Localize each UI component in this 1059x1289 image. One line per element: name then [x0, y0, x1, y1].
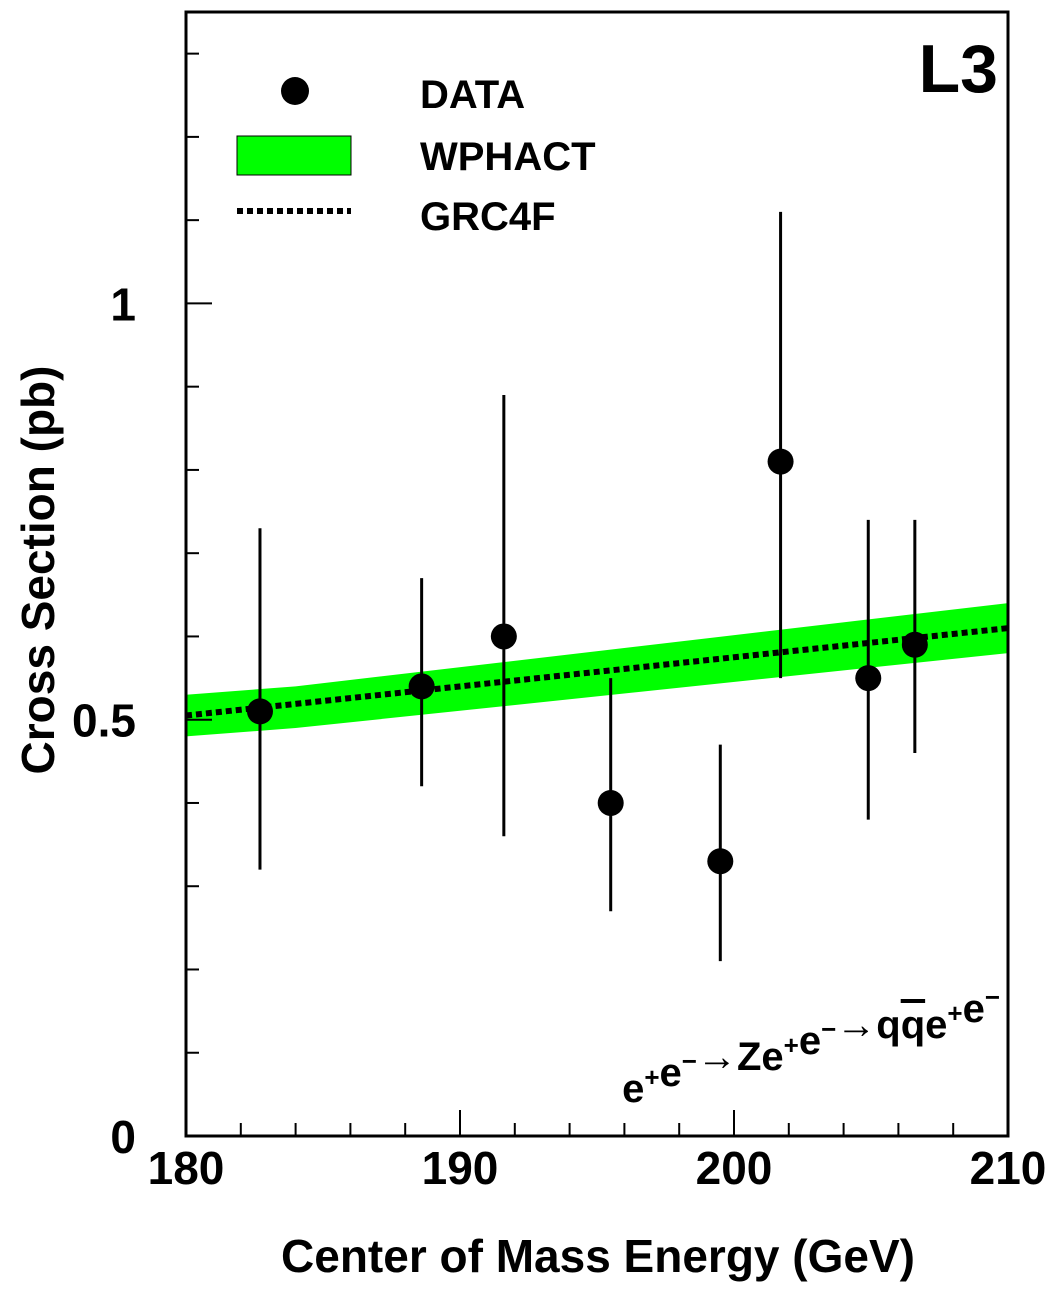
process-superscript: + [644, 1062, 659, 1092]
y-tick-label: 0 [110, 1111, 136, 1163]
grc4f-curve-layer [185, 625, 1009, 719]
legend-wphact-label: WPHACT [420, 135, 596, 179]
process-label: e+e−→Ze+e−→qqe+e− [622, 982, 1000, 1111]
grc4f-curve [185, 625, 1009, 719]
data-points-layer [246, 211, 928, 962]
x-tick-label: 190 [422, 1142, 499, 1194]
legend: DATA WPHACT GRC4F [236, 73, 596, 239]
y-axis-title: Cross Section (pb) [12, 366, 64, 775]
data-point [767, 448, 794, 475]
legend-data-marker [281, 77, 309, 105]
legend-wphact-swatch [236, 135, 352, 176]
process-symbol: Ze [737, 1035, 784, 1079]
data-point [707, 848, 734, 875]
x-tick-label: 180 [148, 1142, 225, 1194]
x-tick-label: 200 [696, 1142, 773, 1194]
process-text: e+e−→Ze+e−→qqe+e− [622, 982, 1000, 1111]
data-point [490, 623, 517, 650]
process-superscript: − [821, 1014, 836, 1044]
legend-data-label: DATA [420, 73, 525, 117]
data-point [246, 698, 273, 725]
x-tick-label: 210 [970, 1142, 1047, 1194]
y-tick-label: 1 [110, 278, 136, 330]
process-symbol: e [963, 987, 985, 1031]
axes-layer: 180 190 200 210 0 0.5 1 [72, 52, 1047, 1194]
process-symbol: → [836, 1003, 876, 1047]
process-symbol: → [697, 1035, 737, 1079]
legend-grc4f-label: GRC4F [420, 195, 556, 239]
process-symbol: e [660, 1051, 682, 1095]
y-tick-label: 0.5 [72, 695, 136, 747]
x-axis-title: Center of Mass Energy (GeV) [281, 1230, 915, 1282]
plot-frame [184, 10, 1010, 1138]
data-point [855, 665, 882, 692]
process-superscript: − [682, 1046, 697, 1076]
experiment-label: L3 [919, 31, 998, 107]
process-symbol: q [876, 1003, 900, 1047]
process-superscript: + [784, 1030, 799, 1060]
process-superscript: − [985, 982, 1000, 1012]
process-symbol: e [799, 1019, 821, 1063]
process-antiquark: q [901, 1003, 925, 1047]
process-symbol: e [622, 1067, 644, 1111]
data-point [901, 631, 928, 658]
data-point [597, 789, 624, 816]
data-point [408, 673, 435, 700]
process-symbol: e [925, 1003, 947, 1047]
process-superscript: + [947, 998, 962, 1028]
